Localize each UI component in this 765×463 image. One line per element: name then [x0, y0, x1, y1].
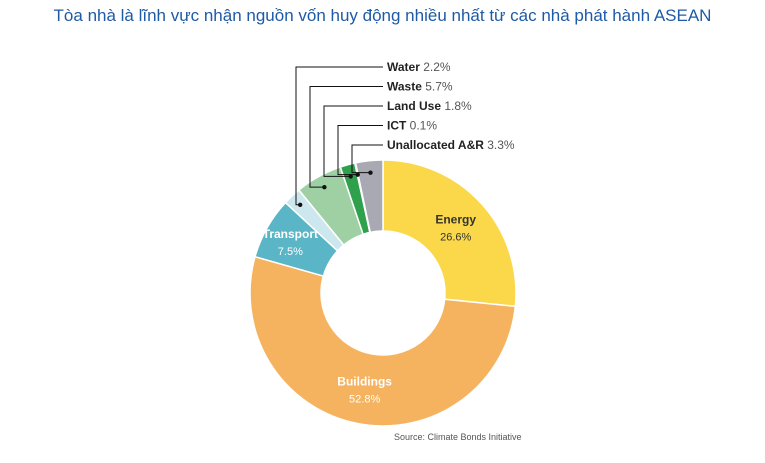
- label-buildings-value: 52.8%: [349, 393, 380, 405]
- label-energy-name: Energy: [435, 212, 476, 226]
- callout-line-ict: [337, 125, 383, 176]
- label-transport-name: Transport: [263, 227, 318, 241]
- callout-line-land-use: [323, 105, 383, 177]
- label-buildings-name: Buildings: [337, 374, 392, 388]
- slice-energy: [382, 159, 517, 308]
- slice-labels: Energy 26.6% Buildings 52.8% Transport 7.5% Wa…: [263, 60, 515, 405]
- callout-label-unallocated-a-r: Unallocated A&R 3.3%: [387, 138, 515, 152]
- callout-label-waste: Waste 5.7%: [387, 80, 453, 94]
- chart-title: Tòa nhà là lĩnh vực nhận nguồn vốn huy đ…: [53, 6, 712, 25]
- label-energy-value: 26.6%: [440, 231, 471, 243]
- callout-label-land-use: Land Use 1.8%: [387, 99, 472, 113]
- label-transport-value: 7.5%: [278, 246, 303, 258]
- callout-leaders: [295, 66, 383, 207]
- callout-label-ict: ICT 0.1%: [387, 119, 437, 133]
- slice-unallocated-a-r: [354, 159, 384, 234]
- callout-line-waste: [309, 86, 383, 188]
- slice-buildings: [249, 255, 517, 427]
- source-note: Source: Climate Bonds Initiative: [394, 432, 522, 442]
- callout-line-unallocated-a-r: [351, 144, 383, 174]
- callout-line-water: [295, 66, 383, 206]
- callout-label-water: Water 2.2%: [387, 60, 451, 74]
